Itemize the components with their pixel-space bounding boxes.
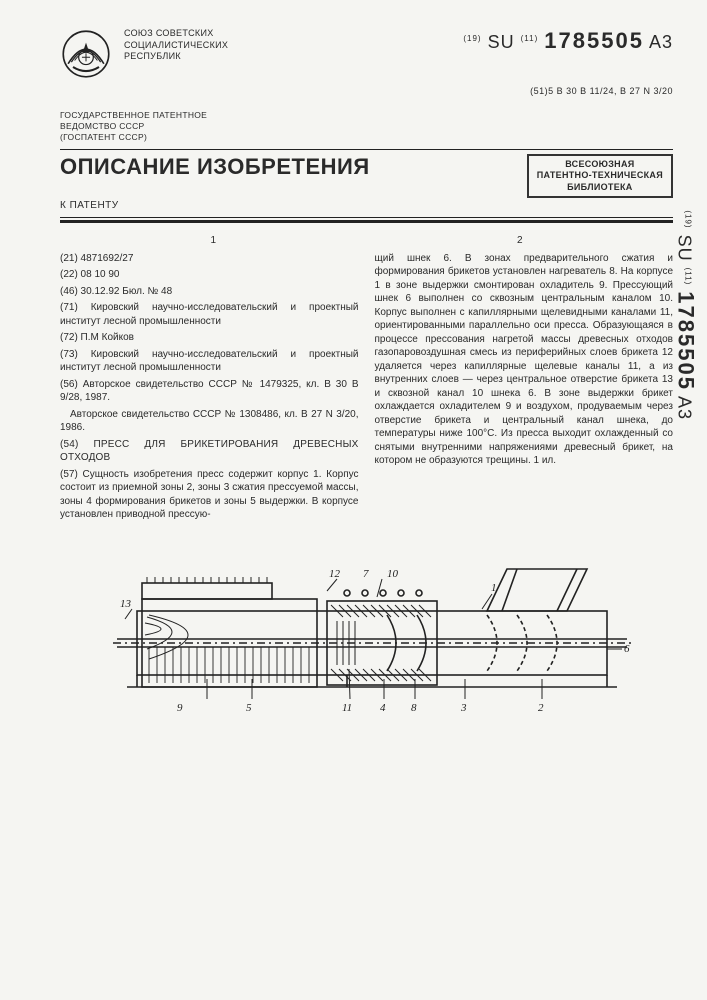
doc-prefix: (19) [463, 34, 481, 43]
field-46: (46) 30.12.92 Бюл. № 48 [60, 285, 359, 299]
union-line: СОЮЗ СОВЕТСКИХ [124, 28, 228, 40]
union-text: СОЮЗ СОВЕТСКИХ СОЦИАЛИСТИЧЕСКИХ РЕСПУБЛИ… [124, 28, 228, 63]
stamp-line: БИБЛИОТЕКА [537, 182, 663, 193]
col-num-left: 1 [60, 235, 367, 246]
classification-code: (51)5 B 30 B 11/24, B 27 N 3/20 [60, 86, 673, 96]
field-71: (71) Кировский научно-исследовательский … [60, 301, 359, 328]
subtitle: К ПАТЕНТУ [60, 200, 673, 211]
field-22: (22) 08 10 90 [60, 268, 359, 282]
fig-label: 10 [387, 568, 399, 580]
union-line: СОЦИАЛИСТИЧЕСКИХ [124, 40, 228, 52]
side-mid: (11) [684, 268, 693, 286]
agency-line: ГОСУДАРСТВЕННОЕ ПАТЕНТНОЕ [60, 110, 673, 121]
fig-label: 2 [538, 702, 544, 714]
doc-mid: (11) [521, 34, 539, 43]
side-country: SU [675, 235, 695, 262]
fig-label: 1 [491, 582, 497, 594]
stamp-line: ВСЕСОЮЗНАЯ [537, 159, 663, 170]
column-numbers: 1 2 [60, 235, 673, 246]
union-line: РЕСПУБЛИК [124, 51, 228, 63]
ussr-emblem-icon [60, 28, 112, 80]
agency-line: (ГОСПАТЕНТ СССР) [60, 132, 673, 143]
doc-suffix: A3 [649, 32, 673, 52]
field-21: (21) 4871692/27 [60, 252, 359, 266]
fig-label: 11 [342, 702, 352, 714]
fig-label: 8 [411, 702, 417, 714]
doc-num: 1785505 [544, 28, 644, 53]
field-56b: Авторское свидетельство СССР № 1308486, … [60, 408, 359, 435]
field-73: (73) Кировский научно-исследовательский … [60, 348, 359, 375]
library-stamp: ВСЕСОЮЗНАЯ ПАТЕНТНО-ТЕХНИЧЕСКАЯ БИБЛИОТЕ… [527, 154, 673, 198]
fig-label: 13 [120, 598, 132, 610]
body-columns: (21) 4871692/27 (22) 08 10 90 (46) 30.12… [60, 252, 673, 525]
figure-diagram: 13 12 7 10 1 9 5 11 4 8 3 2 6 [60, 539, 673, 749]
stamp-line: ПАТЕНТНО-ТЕХНИЧЕСКАЯ [537, 170, 663, 181]
field-54: (54) ПРЕСС ДЛЯ БРИКЕТИРОВАНИЯ ДРЕВЕСНЫХ … [60, 438, 359, 465]
left-column: (21) 4871692/27 (22) 08 10 90 (46) 30.12… [60, 252, 359, 525]
header-row: СОЮЗ СОВЕТСКИХ СОЦИАЛИСТИЧЕСКИХ РЕСПУБЛИ… [60, 28, 673, 80]
fig-label: 4 [380, 702, 386, 714]
divider [60, 149, 673, 150]
fig-label: 9 [177, 702, 183, 714]
side-num: 1785505 [674, 291, 699, 391]
main-title: ОПИСАНИЕ ИЗОБРЕТЕНИЯ [60, 154, 370, 180]
fig-label: 7 [363, 568, 369, 580]
divider [60, 217, 673, 218]
fig-label: 6 [624, 643, 630, 655]
abstract-cont: щий шнек 6. В зонах предварительного сжа… [375, 252, 674, 468]
document-number: (19) SU (11) 1785505 A3 [463, 28, 673, 54]
side-prefix: (19) [684, 210, 693, 228]
right-column: щий шнек 6. В зонах предварительного сжа… [375, 252, 674, 525]
fig-label: 3 [460, 702, 467, 714]
doc-country: SU [488, 32, 515, 52]
field-57: (57) Сущность изобретения пресс содержит… [60, 468, 359, 522]
field-72: (72) П.М Койков [60, 331, 359, 345]
divider-thick [60, 220, 673, 223]
title-row: ОПИСАНИЕ ИЗОБРЕТЕНИЯ ВСЕСОЮЗНАЯ ПАТЕНТНО… [60, 154, 673, 198]
field-56a: (56) Авторское свидетельство СССР № 1479… [60, 378, 359, 405]
col-num-right: 2 [367, 235, 674, 246]
side-suffix: A3 [675, 396, 695, 420]
side-document-number: (19) SU (11) 1785505 A3 [673, 210, 699, 420]
agency-line: ВЕДОМСТВО СССР [60, 121, 673, 132]
fig-label: 5 [246, 702, 252, 714]
fig-label: 12 [329, 568, 341, 580]
agency-block: ГОСУДАРСТВЕННОЕ ПАТЕНТНОЕ ВЕДОМСТВО СССР… [60, 110, 673, 143]
